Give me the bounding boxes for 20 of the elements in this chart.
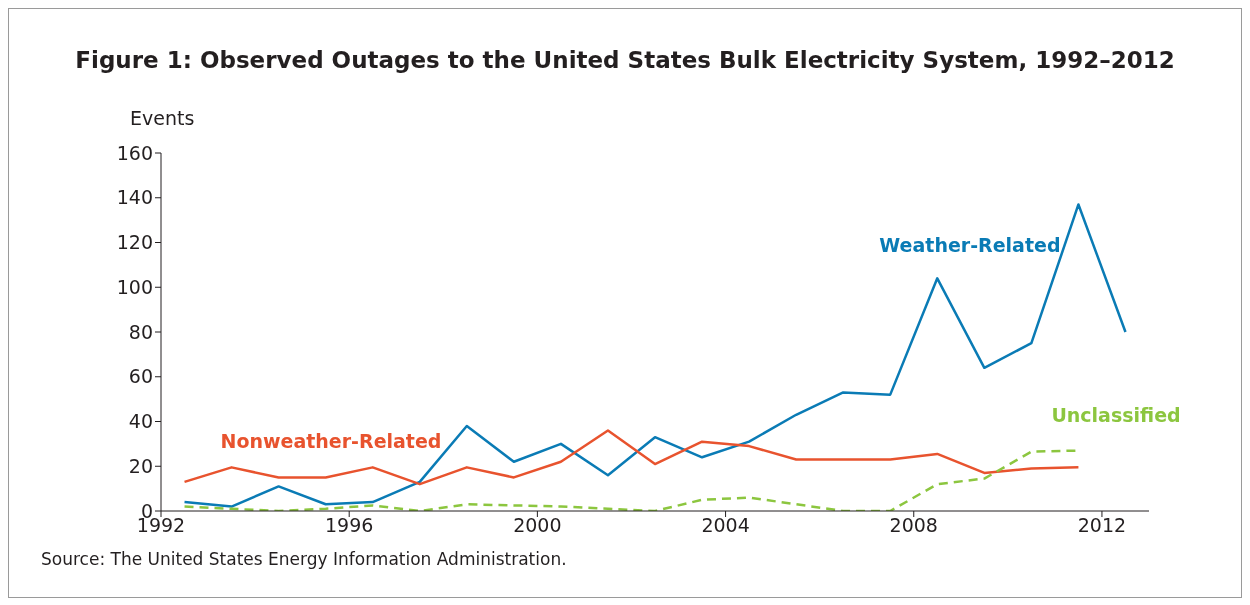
x-tick-label: 2000 — [513, 514, 562, 537]
y-tick-label: 40 — [128, 410, 153, 433]
y-tick-label: 20 — [128, 454, 153, 477]
y-tick-label: 160 — [116, 141, 153, 164]
series-label: Nonweather-Related — [220, 429, 442, 452]
y-axis-title: Events — [130, 107, 195, 129]
series-label: Weather-Related — [879, 233, 1061, 256]
y-tick-label: 120 — [116, 231, 153, 254]
y-tick-label: 140 — [116, 186, 153, 209]
line-series — [183, 429, 1080, 486]
chart-title: Figure 1: Observed Outages to the United States Bulk Electricity System, 1992–2012 — [74, 47, 1176, 73]
source-note: Source: The United States Energy Information Administration. — [41, 549, 567, 569]
x-tick-label: 1996 — [325, 514, 374, 537]
x-tick-label: 2008 — [889, 514, 938, 537]
y-tick-label: 80 — [128, 320, 153, 343]
y-tick-label: 60 — [128, 365, 153, 388]
series-label: Unclassified — [1051, 403, 1181, 426]
x-tick-label: 2012 — [1077, 514, 1127, 537]
x-tick-label: 2004 — [701, 514, 750, 537]
y-tick-label: 100 — [116, 275, 153, 298]
